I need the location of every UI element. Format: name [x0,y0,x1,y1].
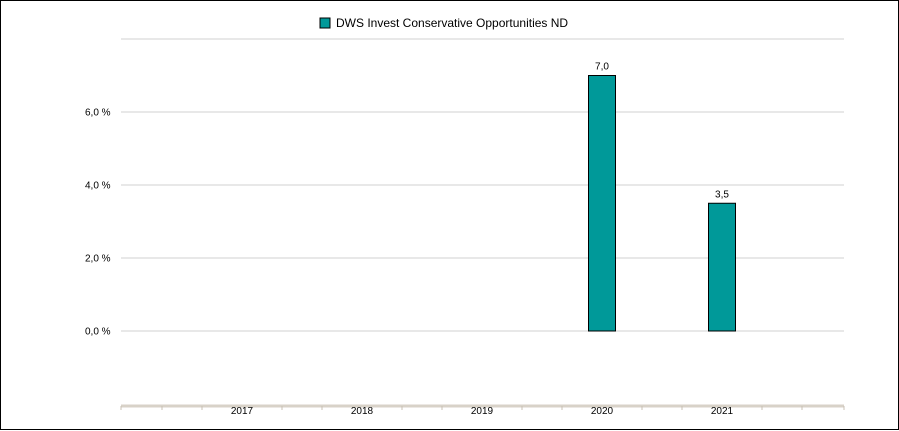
y-axis-ticks: 0,0 % 2,0 % 4,0 % 6,0 % [85,108,111,338]
legend-label: DWS Invest Conservative Opportunities ND [336,16,568,30]
x-axis: 2017 2018 2019 2020 2021 [120,404,845,417]
data-labels: 7,0 3,5 [595,62,729,201]
legend-swatch [319,17,331,29]
y-tick-label: 0,0 % [85,327,111,338]
x-tick-label: 2020 [591,406,614,417]
bars [588,75,736,332]
y-tick-label: 4,0 % [85,181,111,192]
bar-2020 [588,75,616,332]
x-tick-label: 2019 [471,406,494,417]
data-label: 3,5 [715,189,729,200]
legend: DWS Invest Conservative Opportunities ND [319,16,568,30]
x-tick-label: 2021 [711,406,734,417]
bar-2021 [708,202,736,332]
y-tick-label: 6,0 % [85,108,111,119]
x-tick-label: 2018 [351,406,374,417]
y-tick-label: 2,0 % [85,254,111,265]
x-tick-label: 2017 [231,406,254,417]
data-label: 7,0 [595,62,609,73]
